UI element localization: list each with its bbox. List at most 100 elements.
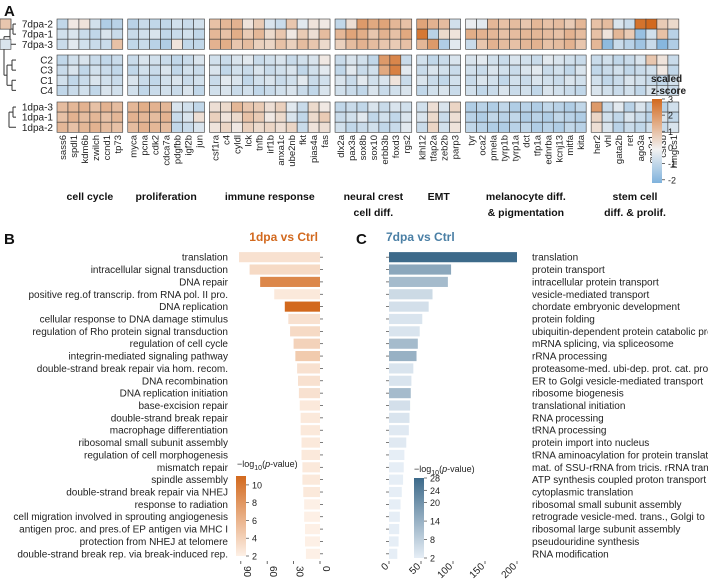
heatmap-cell bbox=[367, 111, 380, 123]
zscore-legend-title-line2: z-score bbox=[651, 86, 686, 97]
heatmap-cell bbox=[563, 64, 576, 76]
heatmap-cell bbox=[667, 121, 680, 133]
heatmap-cell bbox=[56, 18, 69, 30]
heatmap-column-label: kcnj13 bbox=[554, 135, 565, 162]
heatmap-cell bbox=[220, 121, 232, 133]
heatmap-cell bbox=[509, 111, 521, 123]
heatmap-cell bbox=[356, 18, 369, 30]
bar bbox=[389, 425, 409, 436]
heatmap-cell bbox=[220, 64, 232, 76]
heatmap-cell bbox=[56, 101, 69, 113]
heatmap-cell bbox=[100, 111, 113, 123]
heatmap-cell bbox=[242, 85, 254, 96]
bar bbox=[389, 462, 404, 473]
heatmap-cell bbox=[623, 54, 636, 66]
heatmap-cell bbox=[552, 111, 565, 123]
heatmap-cell bbox=[574, 64, 587, 76]
heatmap-cell bbox=[127, 28, 140, 40]
heatmap-cell bbox=[552, 54, 565, 66]
heatmap-cell bbox=[590, 74, 603, 86]
heatmap-cell bbox=[487, 18, 499, 30]
heatmap-cell bbox=[307, 111, 320, 123]
x-axis-tick-label: 0 bbox=[379, 561, 391, 573]
heatmap-cell bbox=[378, 85, 391, 96]
bar bbox=[389, 264, 452, 275]
heatmap-cell bbox=[253, 101, 265, 113]
heatmap-column-label: jun bbox=[195, 135, 206, 149]
heatmap-cell bbox=[160, 28, 172, 40]
heatmap-cell bbox=[378, 101, 391, 113]
heatmap-cell bbox=[78, 74, 91, 86]
heatmap-cell bbox=[100, 38, 113, 50]
heatmap-column-label: pmela bbox=[489, 134, 500, 161]
heatmap-cell bbox=[285, 18, 298, 30]
heatmap-cell bbox=[138, 74, 150, 86]
heatmap-cell bbox=[296, 101, 309, 113]
heatmap-cell bbox=[378, 74, 391, 86]
bar-category-label: translation bbox=[532, 253, 578, 264]
heatmap-cell bbox=[334, 54, 347, 66]
heatmap-cell bbox=[160, 111, 172, 123]
heatmap-cell bbox=[416, 121, 429, 133]
heatmap-group-label: cell cycle bbox=[67, 191, 114, 203]
bar bbox=[389, 301, 429, 312]
heatmap-cell bbox=[476, 101, 488, 113]
heatmap-cell bbox=[438, 101, 450, 113]
heatmap-group-label: melanocyte diff. bbox=[486, 191, 566, 203]
heatmap-cell bbox=[182, 38, 194, 50]
heatmap-cell bbox=[427, 74, 439, 86]
bar bbox=[302, 474, 320, 485]
heatmap-cell bbox=[171, 64, 183, 76]
heatmap-cell bbox=[220, 74, 232, 86]
heatmap-cell bbox=[89, 85, 102, 96]
heatmap-cell bbox=[378, 121, 391, 133]
bar-category-label: ribosomal large subunit assembly bbox=[532, 525, 680, 536]
heatmap-group-label: EMT bbox=[428, 191, 451, 203]
panel-b-title: 1dpa vs Ctrl bbox=[249, 230, 318, 244]
heatmap-cell bbox=[334, 64, 347, 76]
heatmap-cell bbox=[111, 111, 124, 123]
bar bbox=[389, 511, 400, 522]
heatmap-cell bbox=[634, 64, 647, 76]
heatmap-cell bbox=[231, 38, 243, 50]
heatmap-cell bbox=[645, 54, 658, 66]
heatmap-cell bbox=[400, 38, 413, 50]
heatmap-cell bbox=[160, 121, 172, 133]
heatmap-cell bbox=[345, 18, 358, 30]
heatmap-cell bbox=[209, 85, 221, 96]
heatmap-cell bbox=[111, 18, 124, 30]
zscore-legend-tick-label: -1 bbox=[668, 159, 676, 169]
heatmap-cell bbox=[465, 28, 477, 40]
heatmap-cell bbox=[253, 28, 265, 40]
heatmap-cell bbox=[400, 74, 413, 86]
heatmap-cell bbox=[389, 64, 402, 76]
heatmap-cell bbox=[590, 64, 603, 76]
heatmap-cell bbox=[253, 38, 265, 50]
panel-c-colorbar bbox=[414, 478, 424, 558]
heatmap-cell bbox=[242, 64, 254, 76]
heatmap-cell bbox=[487, 54, 499, 66]
heatmap-cell bbox=[416, 38, 429, 50]
heatmap-cell bbox=[209, 38, 221, 50]
heatmap-cell bbox=[487, 64, 499, 76]
heatmap-cell bbox=[160, 54, 172, 66]
bar bbox=[389, 499, 401, 510]
bar-category-label: regulation of cell morphogenesis bbox=[84, 450, 228, 461]
heatmap-cell bbox=[263, 101, 276, 113]
heatmap-cell bbox=[367, 18, 380, 30]
heatmap-cell bbox=[531, 54, 543, 66]
bar-category-label: protection from NHEJ at telomere bbox=[80, 537, 229, 548]
heatmap-cell bbox=[476, 18, 488, 30]
heatmap-column-label: cyldl bbox=[232, 135, 243, 154]
heatmap-cell bbox=[552, 18, 565, 30]
panel-b-legend-title: −log10(p-value) bbox=[237, 459, 298, 472]
heatmap-cell bbox=[465, 101, 477, 113]
heatmap-cell bbox=[601, 85, 614, 96]
heatmap-cell bbox=[389, 18, 402, 30]
heatmap-cell bbox=[590, 18, 603, 30]
heatmap-cell bbox=[89, 111, 102, 123]
heatmap-cell bbox=[149, 28, 161, 40]
heatmap-cell bbox=[400, 101, 413, 113]
heatmap-cell bbox=[318, 121, 331, 133]
